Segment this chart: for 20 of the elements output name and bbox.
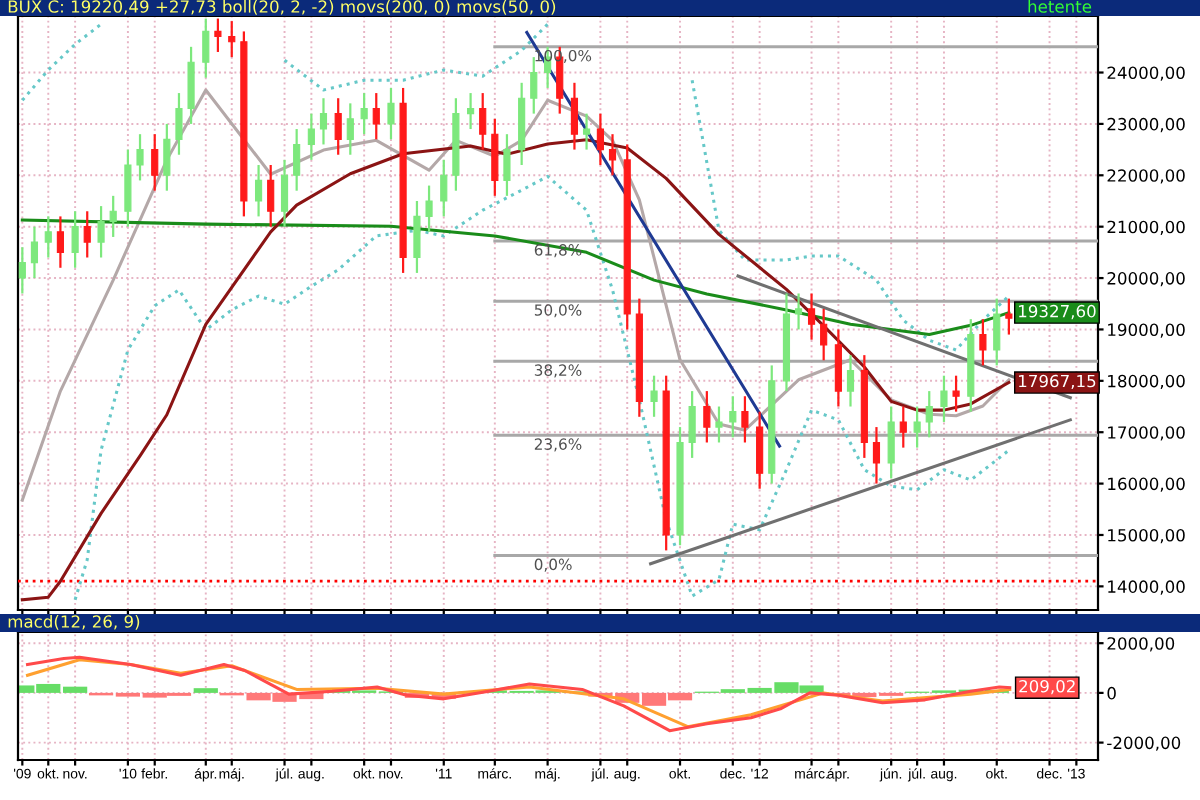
- y-tick-label: 24000,00: [1107, 66, 1185, 81]
- y-tick-label: 22000,00: [1107, 169, 1185, 184]
- y-tick-label: 21000,00: [1107, 220, 1185, 235]
- chart-title: macd(12, 26, 9): [8, 614, 140, 630]
- chart-subtitle: hetente: [1028, 0, 1092, 13]
- y-tick-label: 16000,00: [1108, 477, 1185, 492]
- chart-title: BUX C: 19220,49 +27,73 boll(20, 2, -2) movs(200, 0) movs(50, 0): [8, 0, 556, 15]
- data-label: 19327,60: [1019, 304, 1096, 320]
- y-tick-label: 2000,00: [1107, 637, 1175, 652]
- data-label: 209,02: [1019, 679, 1075, 695]
- data-label: 17967,15: [1019, 374, 1096, 390]
- y-tick-label: 19000,00: [1108, 323, 1185, 338]
- y-tick-label: 20000,00: [1107, 272, 1185, 287]
- y-tick-label: 15000,00: [1108, 528, 1185, 544]
- y-tick-label: 14000,00: [1108, 580, 1185, 595]
- y-tick-label: 0: [1107, 686, 1116, 700]
- y-tick-label: 18000,00: [1108, 374, 1185, 390]
- y-tick-label: -2000,00: [1107, 736, 1181, 751]
- y-tick-label: 23000,00: [1107, 117, 1185, 133]
- y-tick-label: 17000,00: [1108, 426, 1185, 441]
